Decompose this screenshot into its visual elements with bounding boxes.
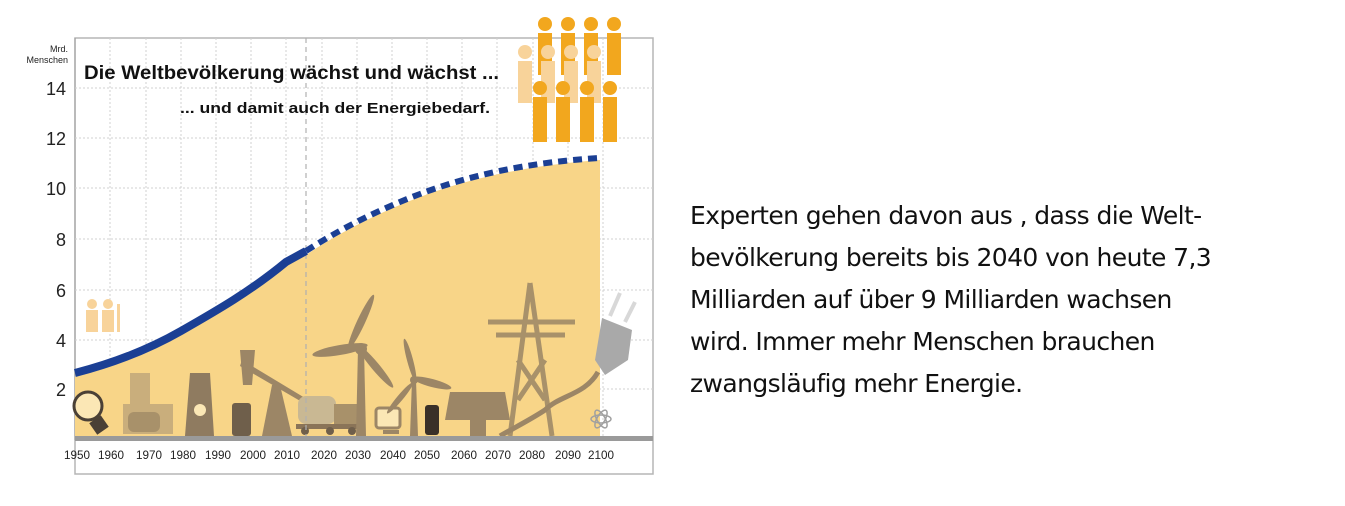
x-tick: 2040 xyxy=(380,448,406,462)
x-tick: 2090 xyxy=(555,448,581,462)
power-plug-icon xyxy=(498,292,637,439)
x-tick: 1970 xyxy=(136,448,162,462)
x-tick: 2000 xyxy=(240,448,266,462)
factory-icon xyxy=(123,373,173,434)
description-line: Milliarden auf über 9 Milliarden wachsen xyxy=(690,285,1172,314)
y-tick: 2 xyxy=(56,380,66,400)
x-tick: 1950 xyxy=(64,448,90,462)
power-pylon-icon xyxy=(488,282,575,437)
tanker-truck-icon xyxy=(296,396,360,435)
x-tick: 2030 xyxy=(345,448,371,462)
x-tick: 2100 xyxy=(588,448,614,462)
x-axis-ticks: 1950 1960 1970 1980 1990 2000 2010 2020 … xyxy=(64,448,614,462)
wind-turbine-icon xyxy=(312,294,394,436)
crowd-icon xyxy=(518,17,621,142)
population-area xyxy=(75,160,600,438)
population-line-historical xyxy=(74,247,308,377)
y-tick: 6 xyxy=(56,281,66,301)
description-line: zwangsläufig mehr Energie. xyxy=(690,369,1023,398)
solar-panel-icon xyxy=(445,392,510,436)
y-axis-unit-line2: Menschen xyxy=(26,55,68,65)
oil-barrel-icon xyxy=(232,403,251,436)
nuclear-plant-icon xyxy=(185,373,214,436)
y-tick: 8 xyxy=(56,230,66,250)
description-line: Experten gehen davon aus , dass die Welt… xyxy=(690,201,1202,230)
x-tick: 1980 xyxy=(170,448,196,462)
chart-subtitle: ... und damit auch der Energiebedarf. xyxy=(180,100,490,117)
atom-icon xyxy=(590,409,612,429)
population-chart: Mrd. Menschen 2 4 6 8 10 12 14 1950 1960… xyxy=(0,0,670,501)
chart-title: Die Weltbevölkerung wächst und wächst ..… xyxy=(84,63,499,84)
x-tick: 2050 xyxy=(414,448,440,462)
y-axis-ticks: 2 4 6 8 10 12 14 xyxy=(46,79,66,400)
lightbulb-icon xyxy=(72,390,109,435)
small-people-icon xyxy=(86,299,120,332)
description-paragraph: Experten gehen davon aus , dass die Welt… xyxy=(690,195,1275,405)
x-tick: 1960 xyxy=(98,448,124,462)
computer-icon xyxy=(374,406,402,434)
fuel-pump-icon xyxy=(425,405,439,435)
energy-icons xyxy=(72,282,637,439)
description-line: bevölkerung bereits bis 2040 von heute 7… xyxy=(690,243,1212,272)
x-tick: 2060 xyxy=(451,448,477,462)
y-tick: 10 xyxy=(46,179,66,199)
population-line-forecast xyxy=(304,155,601,254)
x-tick: 2080 xyxy=(519,448,545,462)
oil-pump-icon xyxy=(240,350,305,436)
x-tick: 2070 xyxy=(485,448,511,462)
x-tick: 1990 xyxy=(205,448,231,462)
wind-turbine-2-icon xyxy=(386,338,452,436)
description-line: wird. Immer mehr Menschen brauchen xyxy=(690,327,1155,356)
y-tick: 4 xyxy=(56,331,66,351)
y-axis-unit-line1: Mrd. xyxy=(50,44,68,54)
x-tick: 2020 xyxy=(311,448,337,462)
y-tick: 14 xyxy=(46,79,66,99)
x-axis-baseline xyxy=(75,436,653,441)
x-tick: 2010 xyxy=(274,448,300,462)
y-tick: 12 xyxy=(46,129,66,149)
